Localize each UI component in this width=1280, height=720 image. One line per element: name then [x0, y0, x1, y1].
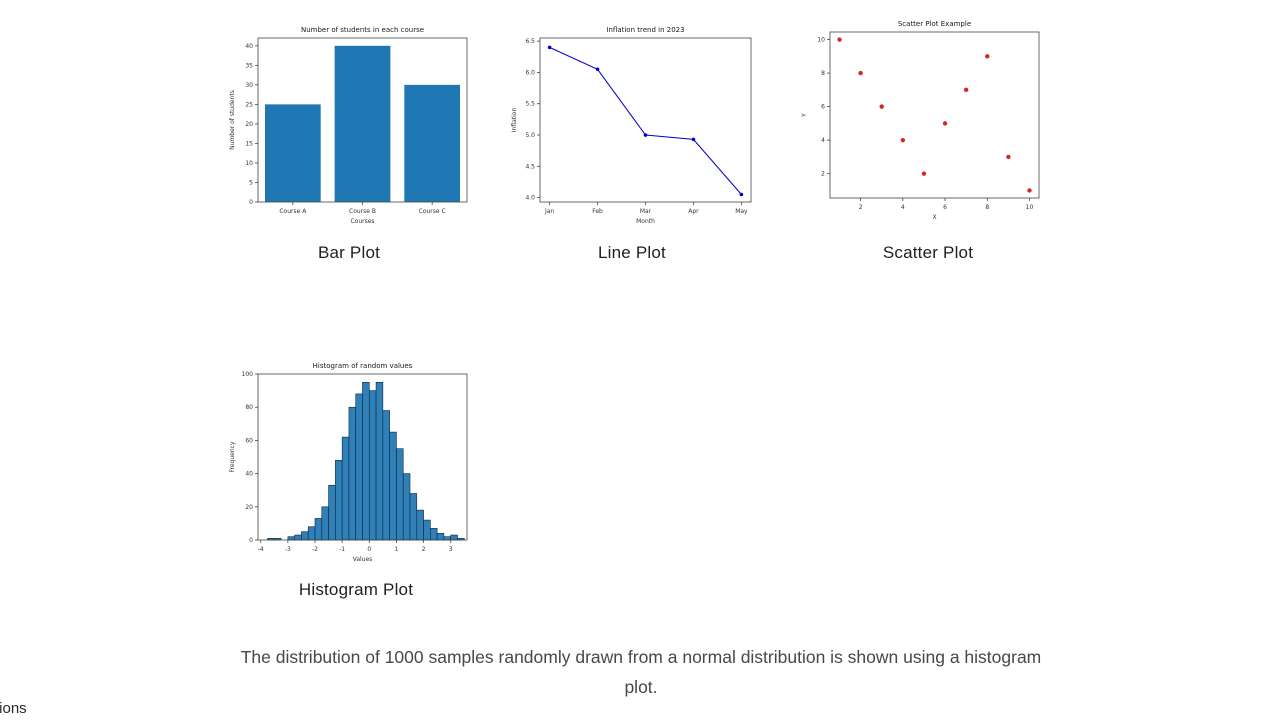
svg-text:30: 30: [245, 82, 253, 89]
svg-text:4.0: 4.0: [525, 195, 535, 202]
svg-text:Scatter Plot Example: Scatter Plot Example: [898, 20, 971, 28]
svg-text:100: 100: [242, 371, 254, 378]
svg-text:4: 4: [821, 137, 825, 144]
svg-text:Inflation trend in 2023: Inflation trend in 2023: [606, 26, 684, 34]
svg-text:Histogram of random values: Histogram of random values: [313, 362, 413, 370]
svg-text:8: 8: [985, 204, 989, 211]
scatter-plot-caption: Scatter Plot: [882, 243, 974, 262]
line-chart: Inflation trend in 2023 4.0 4.5 5.0 5.5 6.0 6.…: [506, 22, 758, 232]
svg-text:Number of students: Number of students: [229, 90, 236, 150]
svg-text:4: 4: [901, 204, 905, 211]
svg-text:35: 35: [245, 62, 253, 69]
bar-plot-caption: Bar Plot: [317, 243, 381, 262]
svg-text:20: 20: [245, 504, 253, 511]
svg-text:2: 2: [422, 546, 426, 553]
svg-text:1: 1: [395, 546, 399, 553]
svg-text:40: 40: [245, 43, 253, 50]
bar-chart: Number of students in each course 0 5 10 15 2…: [224, 22, 474, 232]
svg-text:10: 10: [817, 37, 825, 44]
footer-description: The distribution of 1000 samples randoml…: [240, 647, 1042, 697]
svg-text:X: X: [932, 214, 936, 221]
cutoff-text: tions: [0, 700, 27, 717]
svg-text:Y: Y: [801, 113, 808, 118]
svg-text:Feb: Feb: [592, 208, 603, 215]
svg-text:Course C: Course C: [419, 208, 446, 215]
svg-text:0: 0: [249, 199, 253, 206]
svg-text:Inflation: Inflation: [511, 108, 518, 133]
svg-text:3: 3: [449, 546, 453, 553]
svg-text:4.5: 4.5: [525, 163, 535, 170]
svg-text:6.0: 6.0: [525, 69, 535, 76]
svg-text:Courses: Courses: [350, 218, 374, 225]
svg-text:2: 2: [821, 171, 825, 178]
svg-text:-4: -4: [258, 546, 264, 553]
svg-text:10: 10: [1026, 204, 1034, 211]
svg-text:5.5: 5.5: [525, 101, 535, 108]
svg-text:-1: -1: [339, 546, 345, 553]
svg-text:Frequency: Frequency: [229, 441, 236, 472]
svg-text:May: May: [735, 208, 748, 215]
svg-text:2: 2: [859, 204, 863, 211]
svg-text:Month: Month: [636, 218, 655, 225]
svg-text:Mar: Mar: [640, 208, 652, 215]
svg-text:6: 6: [821, 104, 825, 111]
svg-text:15: 15: [245, 140, 253, 147]
svg-text:40: 40: [245, 471, 253, 478]
svg-text:0: 0: [367, 546, 371, 553]
svg-text:Apr: Apr: [688, 208, 699, 215]
svg-text:Jan: Jan: [544, 208, 554, 215]
scatter-chart: Scatter Plot Example 2 4 6 8 10 2 4 6 8 10 X Y: [796, 16, 1046, 228]
svg-text:5: 5: [249, 179, 253, 186]
svg-text:6: 6: [943, 204, 947, 211]
histogram-chart: Histogram of random values 0 20 40 60 80 100 -4…: [224, 358, 474, 570]
svg-text:Number of students in each cou: Number of students in each course: [301, 26, 424, 34]
svg-text:Course B: Course B: [349, 208, 376, 215]
svg-text:20: 20: [245, 121, 253, 128]
line-plot-caption: Line Plot: [598, 243, 666, 262]
svg-text:5.0: 5.0: [525, 132, 535, 139]
svg-text:8: 8: [821, 70, 825, 77]
svg-text:80: 80: [245, 404, 253, 411]
svg-text:Course A: Course A: [279, 208, 307, 215]
svg-text:60: 60: [245, 437, 253, 444]
svg-text:0: 0: [249, 537, 253, 544]
svg-text:6.5: 6.5: [525, 38, 535, 45]
svg-text:Values: Values: [353, 556, 373, 563]
svg-text:10: 10: [245, 160, 253, 167]
svg-text:25: 25: [245, 101, 253, 108]
histogram-plot-caption: Histogram Plot: [298, 580, 414, 599]
svg-text:-3: -3: [285, 546, 291, 553]
svg-text:-2: -2: [312, 546, 318, 553]
